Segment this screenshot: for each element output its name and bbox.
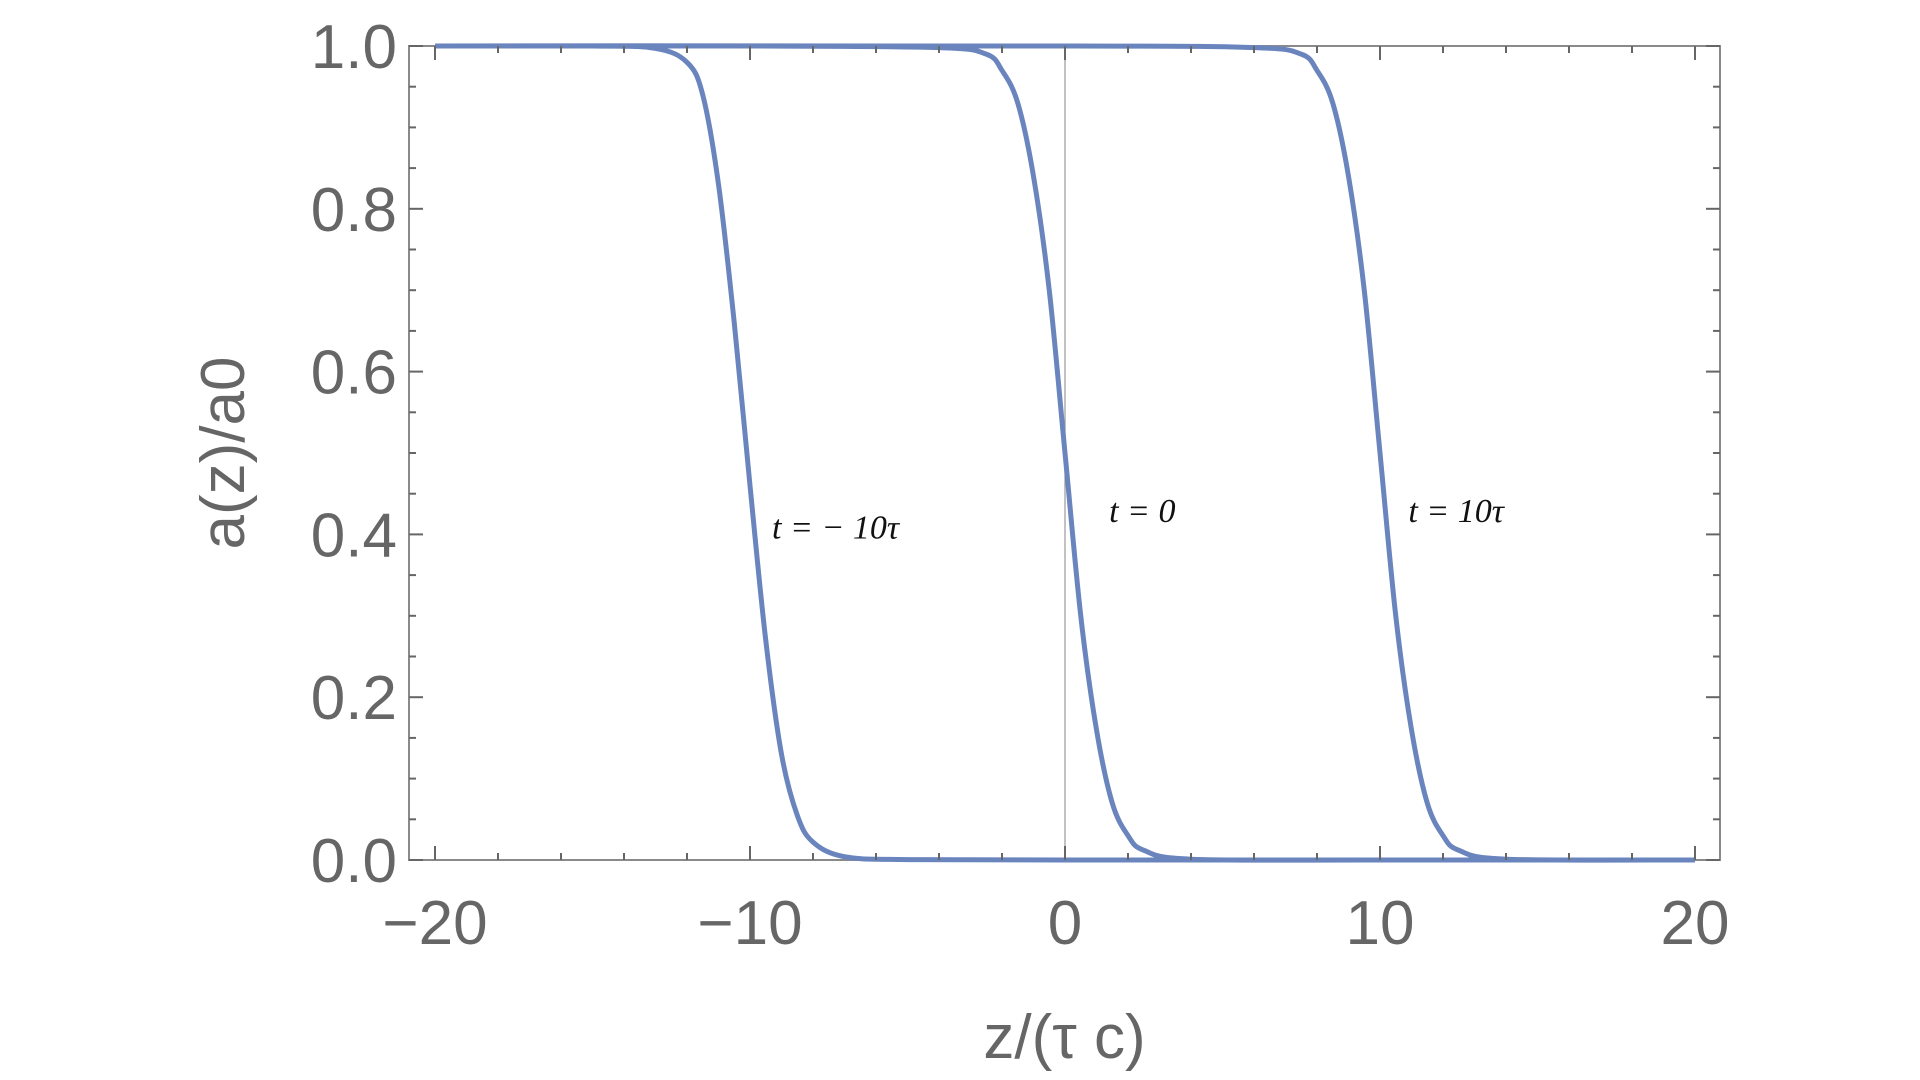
- curve-annotation: t = 0: [1109, 493, 1175, 530]
- series-line-0: [434, 43, 1695, 863]
- curve-annotation: t = 10τ: [1408, 493, 1505, 530]
- curve-annotation: t = − 10τ: [772, 509, 901, 546]
- y-tick-labels: 0.0 0.2 0.4 0.6 0.8 1.0: [311, 13, 397, 896]
- x-tick-label: −10: [697, 889, 802, 958]
- y-tick-label: 0.0: [311, 827, 397, 896]
- y-tick-label: 0.2: [311, 664, 397, 733]
- x-tick-labels: −20 −10 0 10 20: [382, 889, 1729, 958]
- x-tick-label: 0: [1048, 889, 1082, 958]
- y-tick-label: 0.8: [311, 176, 397, 245]
- y-tick-label: 0.6: [311, 339, 397, 408]
- y-axis-title: a(z)/a0: [189, 357, 258, 550]
- x-tick-label: −20: [382, 889, 487, 958]
- series-line-2: [434, 43, 1696, 863]
- x-tick-label: 10: [1346, 889, 1415, 958]
- y-tick-label: 1.0: [311, 13, 397, 82]
- x-tick-label: 20: [1661, 889, 1730, 958]
- ticks-group: [409, 45, 1720, 861]
- x-axis-title: z/(τ c): [983, 1003, 1145, 1072]
- annotations-group: t = − 10τ t = 0 t = 10τ: [772, 493, 1506, 546]
- y-tick-label: 0.4: [311, 501, 397, 570]
